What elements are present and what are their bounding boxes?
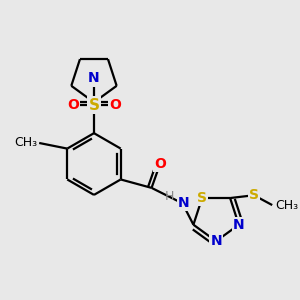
Text: N: N [88, 71, 100, 85]
Text: N: N [210, 234, 222, 248]
Text: H: H [165, 190, 175, 203]
Text: N: N [178, 196, 190, 210]
Text: O: O [67, 98, 79, 112]
Text: O: O [109, 98, 121, 112]
Text: S: S [249, 188, 259, 202]
Text: O: O [154, 157, 166, 171]
Text: N: N [233, 218, 244, 232]
Text: S: S [197, 191, 207, 205]
Text: CH₃: CH₃ [275, 199, 298, 212]
Text: S: S [88, 98, 100, 112]
Text: CH₃: CH₃ [15, 136, 38, 149]
